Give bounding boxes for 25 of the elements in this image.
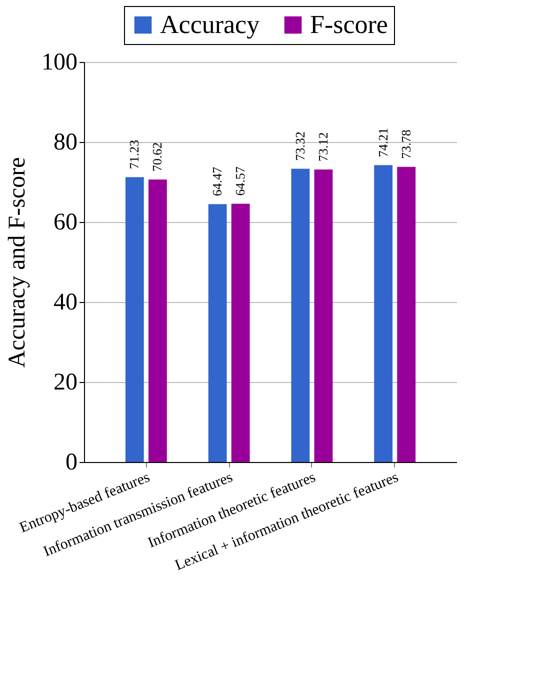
data-label: 70.62 xyxy=(150,142,165,172)
y-tick-label: 60 xyxy=(54,210,78,236)
data-label: 64.57 xyxy=(232,166,248,196)
bar xyxy=(148,180,167,462)
legend-label: F-score xyxy=(310,10,388,39)
y-tick-label: 20 xyxy=(54,370,78,396)
y-tick-label: 80 xyxy=(54,130,78,156)
y-axis-title: Accuracy and F-score xyxy=(4,157,30,368)
bar xyxy=(231,204,250,462)
bar xyxy=(125,177,144,462)
y-tick-label: 100 xyxy=(42,50,78,76)
y-tick-label: 40 xyxy=(54,290,78,316)
bar xyxy=(291,168,310,462)
data-label: 74.21 xyxy=(375,128,390,158)
bar xyxy=(374,165,393,462)
data-label: 73.32 xyxy=(292,131,308,161)
data-label: 64.47 xyxy=(210,166,225,196)
data-label: 73.12 xyxy=(315,132,330,162)
legend-label: Accuracy xyxy=(160,10,260,39)
y-tick-label: 0 xyxy=(66,450,78,476)
data-label: 73.78 xyxy=(398,130,414,159)
bar xyxy=(397,166,416,462)
data-label: 71.23 xyxy=(126,140,142,170)
bar xyxy=(314,170,333,462)
bar xyxy=(208,204,227,462)
